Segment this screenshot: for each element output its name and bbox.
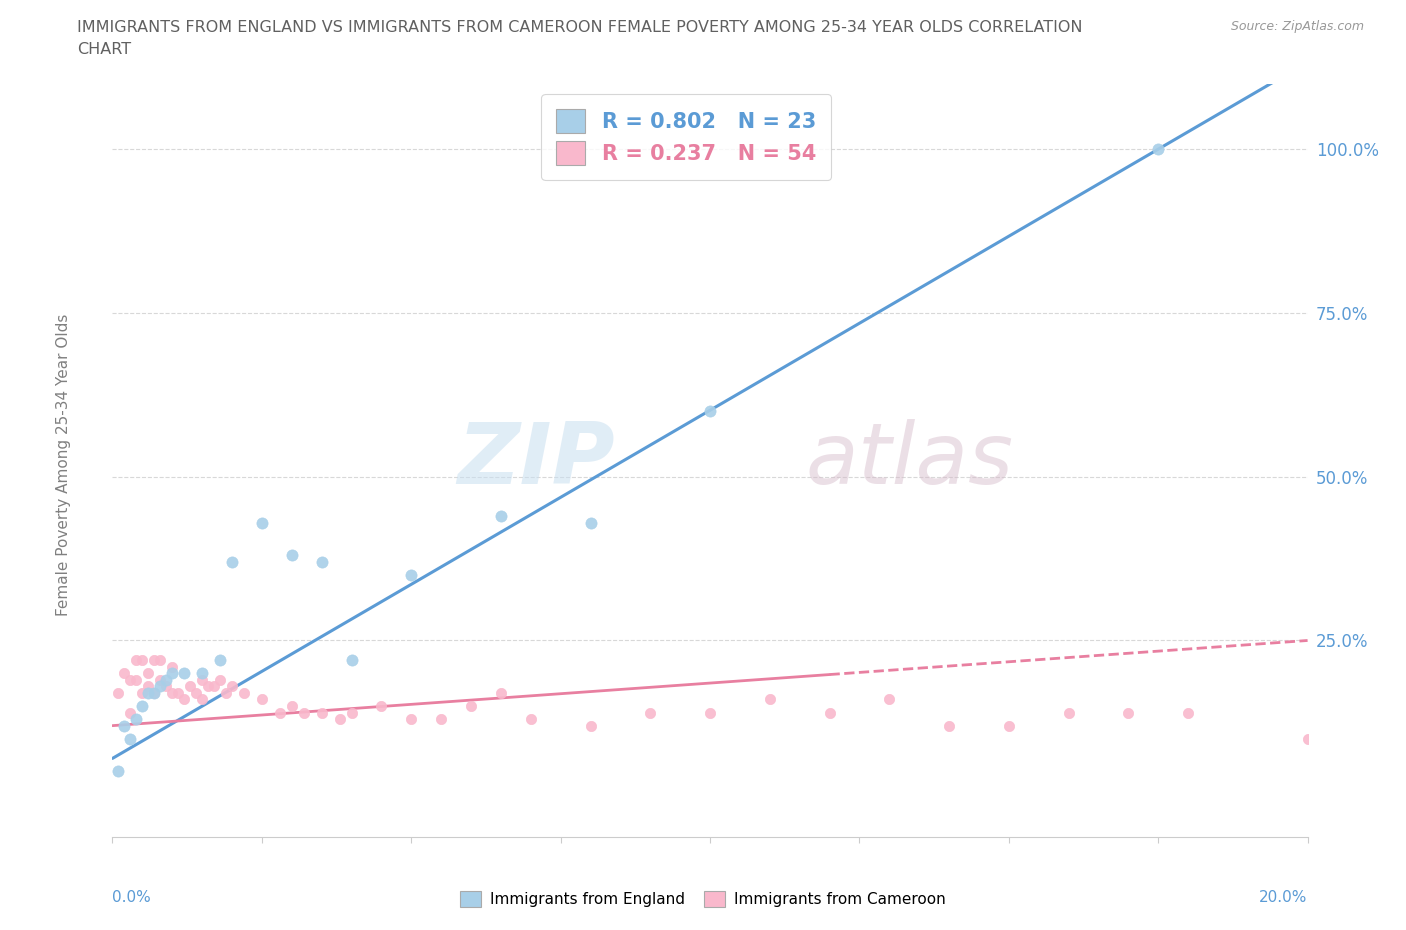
Point	[149, 679, 172, 694]
Point	[162, 666, 183, 681]
Point	[131, 653, 153, 668]
Point	[162, 659, 183, 674]
Point	[640, 705, 662, 720]
Text: ZIP: ZIP	[457, 418, 614, 502]
Point	[1118, 705, 1140, 720]
Point	[107, 764, 129, 779]
Point	[579, 515, 602, 530]
Point	[818, 705, 841, 720]
Point	[340, 705, 363, 720]
Point	[281, 698, 304, 713]
Point	[250, 515, 273, 530]
Point	[460, 698, 482, 713]
Point	[149, 672, 172, 687]
Point	[167, 685, 190, 700]
Point	[107, 685, 129, 700]
Point	[155, 679, 177, 694]
Text: CHART: CHART	[77, 42, 131, 57]
Text: 20.0%: 20.0%	[1260, 890, 1308, 905]
Point	[186, 685, 208, 700]
Point	[401, 567, 423, 582]
Point	[125, 653, 148, 668]
Point	[120, 705, 142, 720]
Point	[340, 653, 363, 668]
Point	[173, 692, 195, 707]
Point	[202, 679, 225, 694]
Point	[138, 679, 160, 694]
Text: 0.0%: 0.0%	[112, 890, 152, 905]
Point	[125, 672, 148, 687]
Point	[879, 692, 901, 707]
Point	[1147, 141, 1170, 156]
Point	[125, 711, 148, 726]
Point	[131, 685, 153, 700]
Point	[191, 692, 214, 707]
Point	[215, 685, 238, 700]
Point	[209, 653, 232, 668]
Point	[191, 666, 214, 681]
Point	[311, 705, 333, 720]
Point	[938, 718, 960, 733]
Point	[120, 672, 142, 687]
Point	[759, 692, 782, 707]
Point	[138, 685, 160, 700]
Point	[489, 509, 512, 524]
Point	[579, 718, 602, 733]
Point	[1177, 705, 1199, 720]
Point	[699, 705, 721, 720]
Point	[292, 705, 315, 720]
Point	[489, 685, 512, 700]
Point	[269, 705, 291, 720]
Point	[401, 711, 423, 726]
Point	[191, 672, 214, 687]
Point	[197, 679, 219, 694]
Text: Female Poverty Among 25-34 Year Olds: Female Poverty Among 25-34 Year Olds	[56, 313, 70, 617]
Point	[114, 666, 135, 681]
Point	[143, 685, 166, 700]
Point	[370, 698, 392, 713]
Point	[520, 711, 543, 726]
Point	[155, 672, 177, 687]
Point	[1296, 731, 1319, 746]
Point	[120, 731, 142, 746]
Point	[143, 685, 166, 700]
Point	[143, 653, 166, 668]
Point	[233, 685, 256, 700]
Text: Source: ZipAtlas.com: Source: ZipAtlas.com	[1230, 20, 1364, 33]
Point	[329, 711, 352, 726]
Point	[221, 554, 243, 569]
Point	[998, 718, 1021, 733]
Point	[209, 672, 232, 687]
Point	[250, 692, 273, 707]
Point	[221, 679, 243, 694]
Point	[162, 685, 183, 700]
Point	[699, 404, 721, 418]
Text: atlas: atlas	[806, 418, 1014, 502]
Point	[149, 653, 172, 668]
Point	[173, 666, 195, 681]
Point	[311, 554, 333, 569]
Legend: R = 0.802   N = 23, R = 0.237   N = 54: R = 0.802 N = 23, R = 0.237 N = 54	[541, 94, 831, 179]
Point	[179, 679, 201, 694]
Text: IMMIGRANTS FROM ENGLAND VS IMMIGRANTS FROM CAMEROON FEMALE POVERTY AMONG 25-34 Y: IMMIGRANTS FROM ENGLAND VS IMMIGRANTS FR…	[77, 20, 1083, 35]
Point	[114, 718, 135, 733]
Point	[1057, 705, 1080, 720]
Point	[131, 698, 153, 713]
Point	[138, 666, 160, 681]
Point	[281, 548, 304, 563]
Point	[430, 711, 453, 726]
Legend: Immigrants from England, Immigrants from Cameroon: Immigrants from England, Immigrants from…	[454, 884, 952, 913]
